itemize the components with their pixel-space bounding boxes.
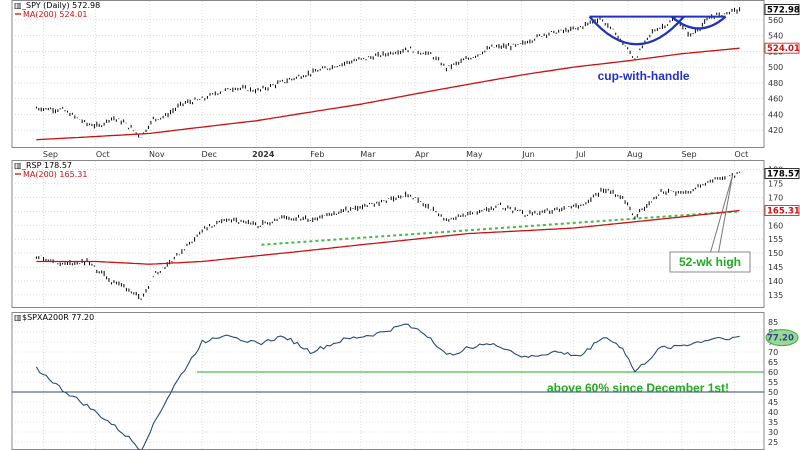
last-value-label-1-1: 165.31 <box>767 206 800 216</box>
y-tick-label-2-7: 60 <box>768 368 778 377</box>
y-tick-label-1-2: 145 <box>768 263 783 272</box>
series-line-1-1 <box>36 209 740 265</box>
last-value-label-0-1: 524.01 <box>767 44 800 54</box>
x-tick-label-4: 2024 <box>252 150 275 159</box>
x-tick-label-12: Sep <box>681 150 696 159</box>
y-tick-label-0-4: 500 <box>768 63 783 72</box>
y-tick-label-1-4: 155 <box>768 235 783 244</box>
legend-ma-label-0: MA(200) 524.01 <box>23 10 87 19</box>
y-tick-label-1-5: 160 <box>768 221 783 230</box>
last-value-box-1-0 <box>764 168 800 179</box>
legend-icon-1: ▥ <box>14 161 22 170</box>
last-value-highlight-2 <box>765 329 799 347</box>
y-tick-label-1-3: 150 <box>768 249 783 258</box>
y-tick-label-2-9: 70 <box>768 348 778 357</box>
x-tick-label-5: Feb <box>310 150 324 159</box>
last-value-label-2-0: 77.20 <box>767 334 794 344</box>
legend-ma-label-1: MA(200) 165.31 <box>23 170 87 179</box>
legend-icon-2: ▥ <box>14 313 22 322</box>
y-tick-label-2-1: 30 <box>768 428 778 437</box>
x-tick-label-13: Oct <box>734 150 748 159</box>
y-tick-label-0-0: 420 <box>768 126 783 135</box>
x-tick-label-11: Aug <box>627 150 643 159</box>
annotation-above-60: above 60% since December 1st! <box>547 381 729 395</box>
y-tick-label-1-7: 170 <box>768 193 783 202</box>
annotation-arrow-a <box>710 174 734 253</box>
y-tick-label-2-2: 35 <box>768 418 778 427</box>
x-tick-label-8: May <box>466 150 483 159</box>
legend-title-0: _SPY (Daily) 572.98 <box>21 1 100 10</box>
x-tick-label-7: Apr <box>415 150 430 159</box>
series-line-2-0 <box>35 323 740 450</box>
y-tick-label-1-8: 175 <box>768 179 783 188</box>
annotation-box-52wk <box>669 251 751 273</box>
last-value-box-0-0 <box>764 4 800 15</box>
last-value-box-1-1 <box>764 205 800 216</box>
last-value-label-1-0: 178.57 <box>767 169 800 179</box>
trendline-1 <box>261 210 740 246</box>
y-tick-label-1-0: 135 <box>768 291 783 300</box>
x-tick-label-1: Oct <box>96 150 110 159</box>
cup-curve <box>588 15 685 46</box>
y-tick-label-0-6: 540 <box>768 32 783 41</box>
x-tick-label-9: Jun <box>521 150 535 159</box>
annotation-cup-with-handle: cup-with-handle <box>598 69 690 83</box>
x-tick-label-3: Dec <box>201 150 216 159</box>
legend-icon-0: ▥ <box>14 1 22 10</box>
x-tick-label-10: Jul <box>575 150 586 159</box>
y-tick-label-0-3: 480 <box>768 79 783 88</box>
y-tick-label-1-1: 140 <box>768 277 783 286</box>
y-tick-label-2-12: 85 <box>768 318 778 327</box>
x-tick-label-6: Mar <box>360 150 376 159</box>
x-tick-label-2: Nov <box>149 150 165 159</box>
last-value-box-0-1 <box>764 42 800 54</box>
series-line-0-1 <box>36 47 740 141</box>
y-tick-label-0-1: 440 <box>768 110 783 119</box>
x-tick-label-0: Sep <box>43 150 58 159</box>
y-tick-label-0-7: 560 <box>768 16 783 25</box>
handle-curve <box>671 15 727 30</box>
y-tick-label-2-0: 25 <box>768 438 778 447</box>
legend-title-1: _RSP 178.57 <box>21 161 72 170</box>
y-tick-label-2-8: 65 <box>768 358 778 367</box>
y-tick-label-2-6: 55 <box>768 378 778 387</box>
last-value-label-0-0: 572.98 <box>767 6 800 16</box>
panel-frame-2 <box>11 312 765 450</box>
panel-frame-0 <box>11 0 765 148</box>
y-tick-label-2-4: 45 <box>768 398 778 407</box>
legend-title-2: $SPXA200R 77.20 <box>22 313 94 322</box>
y-tick-label-2-5: 50 <box>768 388 778 397</box>
annotation-52-wk-high: 52-wk high <box>679 255 741 269</box>
panel-frame-1 <box>11 160 765 308</box>
annotation-arrow-b <box>718 175 734 253</box>
y-tick-label-0-2: 460 <box>768 95 783 104</box>
y-tick-label-2-3: 40 <box>768 408 778 417</box>
